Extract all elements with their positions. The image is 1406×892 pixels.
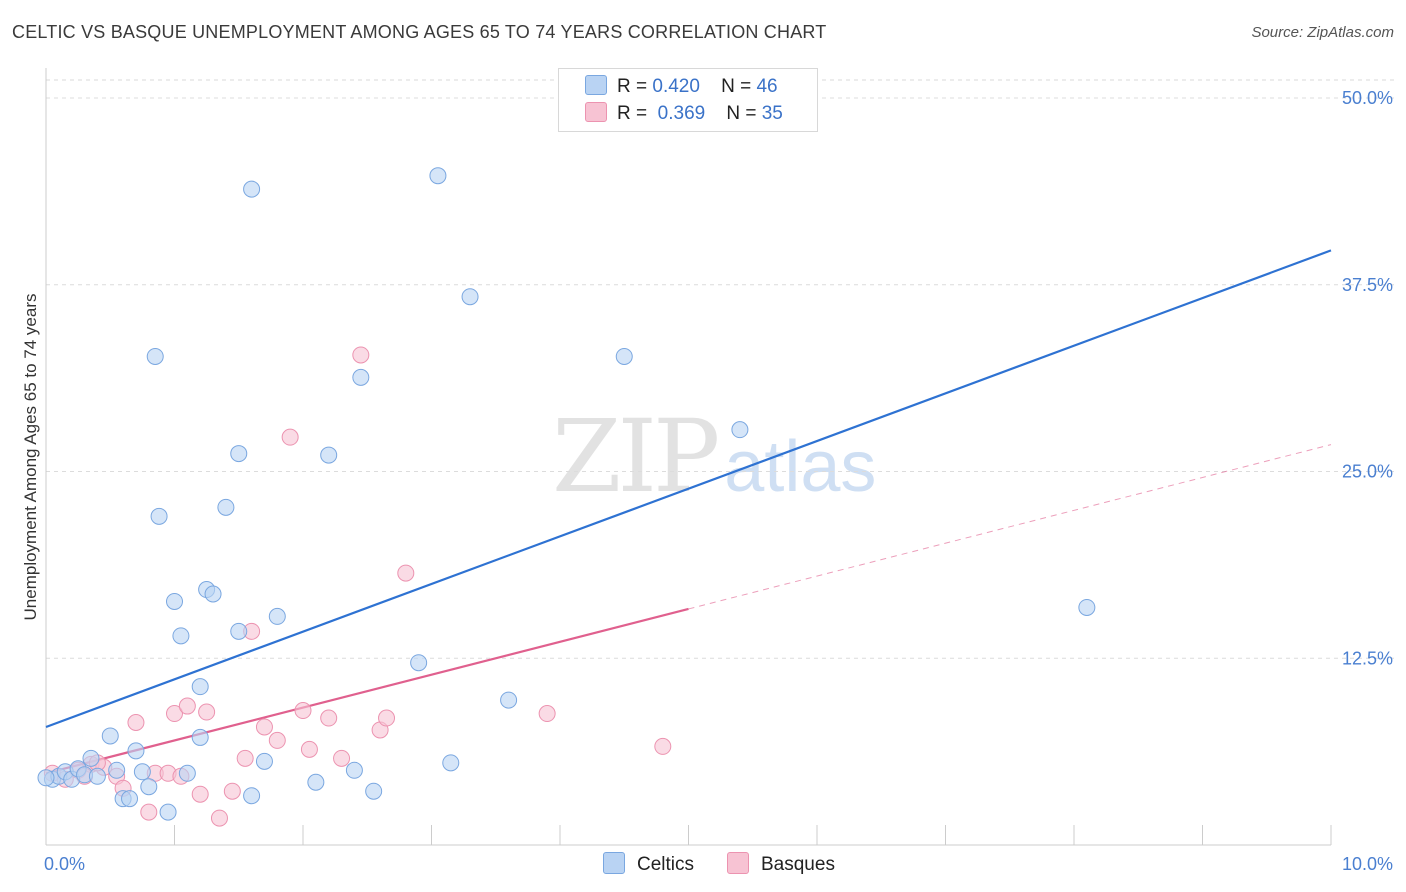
celtics-point (615, 347, 633, 365)
basques-point (268, 731, 286, 749)
celtics-point (461, 288, 479, 306)
basques-point (198, 703, 216, 721)
x-tick-label: 10.0% (1342, 854, 1393, 874)
celtics-point (243, 787, 261, 805)
y-tick-label: 50.0% (1342, 88, 1393, 108)
celtics-point (352, 368, 370, 386)
celtics-point (121, 790, 139, 808)
correlation-legend: R = 0.420 N = 46 R = 0.369 N = 35 (558, 68, 818, 132)
y-axis-label: Unemployment Among Ages 65 to 74 years (21, 294, 40, 621)
basques-point (191, 785, 209, 803)
celtics-trend-line (45, 249, 1332, 729)
series-legend: Celtics Basques (0, 852, 1406, 878)
celtics-point (307, 773, 325, 791)
legend-n-value: 35 (761, 103, 783, 124)
x-tick-label: 0.0% (44, 854, 85, 874)
basques-point (210, 809, 228, 827)
legend-n-label: N = (721, 76, 752, 97)
source-label: Source: ZipAtlas.com (1251, 24, 1394, 41)
chart-title: CELTIC VS BASQUE UNEMPLOYMENT AMONG AGES… (12, 22, 827, 42)
basques-point (294, 702, 312, 720)
legend-celtics-label: Celtics (637, 854, 695, 875)
basques-point (300, 740, 318, 758)
basques-point (223, 782, 241, 800)
celtics-point (365, 782, 383, 800)
basques-swatch-icon (585, 102, 607, 122)
celtics-point (166, 592, 183, 610)
basques-point (140, 803, 158, 821)
legend-row-celtics: R = 0.420 N = 46 (585, 75, 778, 99)
basques-point (654, 737, 672, 755)
celtics-point (178, 764, 196, 782)
basques-point (127, 713, 145, 731)
celtics-point (255, 752, 273, 770)
legend-basques-label: Basques (761, 854, 835, 875)
celtics-point (500, 691, 518, 709)
celtics-point (345, 761, 363, 779)
celtics-point (243, 180, 261, 198)
y-tick-label: 37.5% (1342, 275, 1393, 295)
basques-point (352, 346, 370, 364)
basques-point (333, 749, 351, 767)
celtics-point (140, 778, 158, 796)
legend-r-label: R = (617, 76, 648, 97)
celtics-point (429, 167, 447, 185)
celtics-point (127, 742, 145, 760)
celtics-point (150, 507, 168, 525)
celtics-point (731, 421, 749, 439)
data-points (37, 167, 1096, 827)
grid-lines (46, 79, 1394, 659)
celtics-point (133, 763, 151, 781)
celtics-point (37, 769, 55, 787)
legend-row-basques: R = 0.369 N = 35 (585, 102, 783, 126)
celtics-point (191, 728, 209, 746)
legend-r-value: 0.369 (657, 103, 706, 124)
watermark: ZIP atlas (552, 398, 876, 515)
celtics-point (1078, 598, 1096, 616)
legend-r-value: 0.420 (652, 76, 700, 97)
celtics-point (230, 445, 248, 463)
y-tick-label: 12.5% (1342, 648, 1393, 668)
basques-point (378, 709, 396, 727)
basques-point (236, 749, 254, 767)
celtics-point (172, 627, 190, 645)
legend-n-value: 46 (756, 76, 778, 97)
celtics-point (410, 654, 428, 672)
axes (45, 68, 1332, 846)
celtics-point (230, 622, 248, 640)
basques-point (281, 428, 299, 446)
celtics-point (82, 749, 100, 767)
legend-n-label: N = (726, 103, 757, 124)
y-tick-label: 25.0% (1342, 462, 1393, 482)
celtics-point (268, 607, 286, 625)
basques-point (255, 718, 273, 736)
basques-point (178, 697, 196, 715)
celtics-swatch-icon (585, 75, 607, 95)
basques-legend-swatch-icon (727, 852, 749, 874)
tick-labels: 12.5% 25.0% 37.5% 50.0% 0.0% 10.0% (44, 88, 1393, 874)
watermark-zip: ZIP (552, 398, 720, 515)
basques-point (397, 564, 415, 582)
celtics-point (108, 761, 126, 779)
celtics-legend-swatch-icon (603, 852, 625, 874)
celtics-point (442, 754, 460, 772)
trend-lines (45, 249, 1332, 775)
basques-point (166, 705, 183, 723)
basques-point (538, 705, 556, 723)
legend-r-label: R = (617, 103, 648, 124)
celtics-point (191, 678, 209, 696)
basques-trend-extension (688, 444, 1332, 610)
basques-trend-line (45, 607, 689, 775)
legend-item-basques[interactable]: Basques (727, 852, 835, 876)
celtics-point (217, 498, 235, 516)
celtics-point (204, 585, 222, 603)
celtics-point (320, 446, 338, 464)
legend-item-celtics[interactable]: Celtics (603, 852, 694, 876)
celtics-point (88, 767, 106, 785)
celtics-point (101, 727, 119, 745)
celtics-point (159, 803, 177, 821)
celtics-point (146, 347, 164, 365)
basques-point (320, 709, 338, 727)
